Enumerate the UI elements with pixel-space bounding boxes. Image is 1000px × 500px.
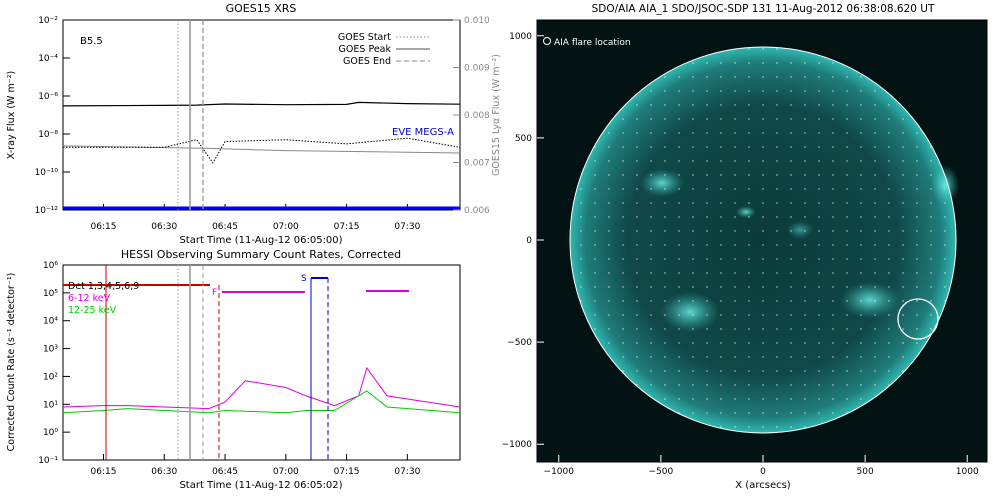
goes-panel: GOES15 XRS 10⁻² 10⁻⁴ 10⁻⁶ 10⁻⁸ 10⁻¹⁰ 10⁻¹² 0.… [6, 2, 502, 246]
flare-legend-icon [543, 37, 551, 45]
goes-xlabel: Start Time (11-Aug-12 06:05:00) [179, 235, 342, 246]
aia-ytick-label: −1000 [502, 440, 533, 450]
hessi-ytick-label: 10³ [43, 345, 58, 355]
aia-ytick-label: 500 [515, 134, 532, 144]
hessi-panel: HESSI Observing Summary Count Rates, Cor… [6, 248, 461, 491]
goes-class-label: B5.5 [80, 36, 103, 47]
hessi-legend-det: Det 1,3,4,5,6,9 [68, 281, 139, 292]
xtick-label: 07:00 [273, 222, 299, 232]
hessi-title: HESSI Observing Summary Count Rates, Cor… [121, 248, 401, 261]
goes-legend-end: GOES End [343, 56, 391, 67]
sun-active-regions [570, 47, 956, 433]
goes-rytick-label: 0.008 [464, 111, 490, 121]
aia-xticks: −1000 −500 0 500 1000 [544, 455, 979, 477]
aia-xtick-label: −1000 [544, 467, 575, 477]
goes-ytick-label: 10⁻⁶ [38, 92, 58, 102]
xtick-label: 07:15 [334, 222, 360, 232]
xtick-label: 07:00 [273, 467, 299, 477]
hessi-ylabel: Corrected Count Rate (s⁻¹ detector⁻¹) [6, 273, 17, 452]
goes-ytick-label: 10⁻² [38, 16, 58, 26]
xtick-label: 07:15 [334, 467, 360, 477]
xtick-label: 06:45 [212, 222, 238, 232]
hessi-xticks: 06:15 06:30 06:45 07:00 07:15 07:30 [91, 454, 421, 477]
goes-right-ylabel: GOES15 Lyα Flux (W m⁻²) [491, 54, 502, 176]
hessi-12-25kev-line [63, 390, 460, 414]
goes-rytick-label: 0.010 [464, 16, 490, 26]
xtick-label: 06:30 [151, 467, 177, 477]
flare-location-marker [897, 298, 939, 340]
goes-rytick-label: 0.009 [464, 64, 490, 74]
hessi-xlabel: Start Time (11-Aug-12 06:05:02) [179, 480, 342, 491]
goes-legend-peak: GOES Peak [339, 44, 392, 55]
goes-right-yticks: 0.010 0.009 0.008 0.007 0.006 [453, 16, 490, 216]
aia-ytick-label: 1000 [509, 32, 532, 42]
hessi-ytick-label: 10⁶ [43, 261, 58, 271]
hessi-ytick-label: 10⁵ [43, 289, 58, 299]
aia-xtick-label: −500 [649, 467, 674, 477]
hessi-axes-frame [62, 264, 461, 461]
hessi-ytick-label: 10¹ [43, 400, 58, 410]
hessi-legend-high: 12-25 keV [68, 305, 117, 316]
coordinate-grid [570, 47, 956, 433]
hessi-ytick-label: 10² [43, 372, 58, 382]
goes-ytick-label: 10⁻⁸ [38, 130, 58, 140]
goes-short-channel-line [63, 137, 460, 164]
xtick-label: 06:15 [91, 467, 117, 477]
xtick-label: 06:45 [212, 467, 238, 477]
goes-rytick-label: 0.006 [464, 206, 490, 216]
solar-limb [569, 46, 957, 434]
goes-ytick-label: 10⁻¹⁰ [35, 168, 59, 178]
aia-legend: AIA flare location [554, 38, 631, 48]
aia-panel: SDO/AIA AIA_1 SDO/JSOC-SDP 131 11-Aug-20… [502, 3, 988, 491]
goes-ytick-label: 10⁻⁴ [38, 54, 58, 64]
goes-legend: GOES Start GOES Peak GOES End [338, 32, 430, 67]
goes-left-yticks: 10⁻² 10⁻⁴ 10⁻⁶ 10⁻⁸ 10⁻¹⁰ 10⁻¹² [35, 16, 70, 216]
hessi-flag-s: S [301, 274, 307, 284]
aia-xtick-label: 500 [857, 467, 874, 477]
aia-xlabel: X (arcsecs) [735, 480, 791, 491]
hessi-legend-low: 6-12 keV [68, 293, 111, 304]
aia-ytick-label: −500 [507, 338, 532, 348]
hessi-yticks: 10⁶ 10⁵ 10⁴ 10³ 10² 10¹ 10⁰ 10⁻¹ [38, 261, 70, 466]
goes-eve-label: EVE MEGS-A [392, 127, 454, 138]
goes-title: GOES15 XRS [226, 2, 297, 15]
aia-xtick-label: 0 [760, 467, 766, 477]
hessi-flag-f: F [212, 288, 217, 298]
limb-glow [931, 165, 959, 205]
xtick-label: 07:30 [394, 467, 420, 477]
goes-rytick-label: 0.007 [464, 159, 490, 169]
hessi-ytick-label: 10⁻¹ [38, 456, 58, 466]
goes-left-ylabel: X-ray Flux (W m⁻²) [6, 71, 17, 160]
xtick-label: 06:30 [151, 222, 177, 232]
aia-ytick-label: 0 [526, 236, 532, 246]
aia-title: SDO/AIA AIA_1 SDO/JSOC-SDP 131 11-Aug-20… [592, 3, 935, 15]
aia-yticks: 1000 500 0 −500 −1000 [502, 32, 544, 450]
hessi-6-12kev-line [63, 366, 460, 410]
goes-ytick-label: 10⁻¹² [35, 206, 59, 216]
xtick-label: 06:15 [91, 222, 117, 232]
goes-lya-line [63, 145, 460, 154]
hessi-ytick-label: 10⁴ [43, 317, 58, 327]
goes-plot-area [63, 20, 460, 210]
goes-legend-start: GOES Start [338, 32, 391, 43]
aia-xtick-label: 1000 [956, 467, 979, 477]
goes-long-channel-line [63, 101, 460, 107]
hessi-ytick-label: 10⁰ [43, 428, 58, 438]
xtick-label: 07:30 [394, 222, 420, 232]
hessi-plot-area [63, 265, 460, 460]
